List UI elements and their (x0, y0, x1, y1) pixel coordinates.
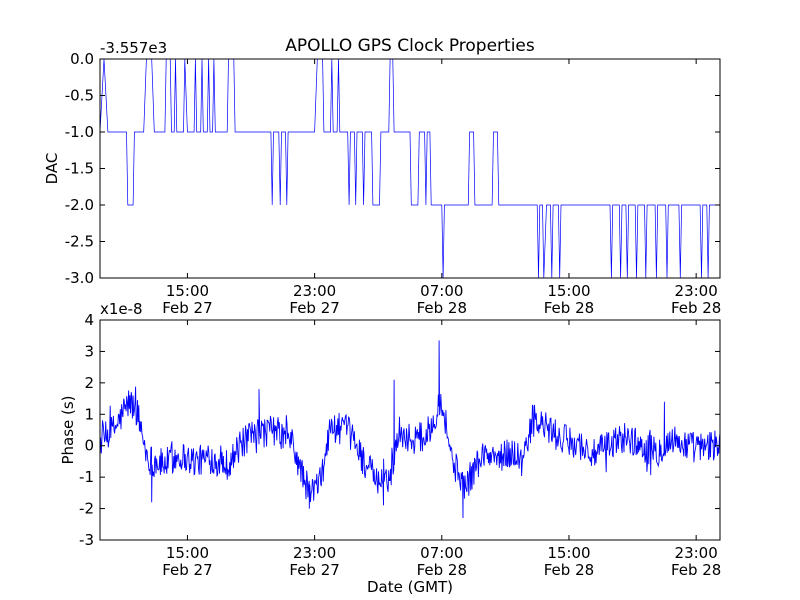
x-tick-date-label: Feb 28 (544, 561, 594, 579)
y-tick-label: -2.5 (65, 233, 94, 251)
y-tick-label: -1 (79, 468, 94, 486)
y-tick-label: 4 (84, 311, 94, 329)
x-tick-date-label: Feb 27 (289, 299, 339, 317)
y-tick-label: -3 (79, 531, 94, 549)
y-tick-label: 1 (84, 405, 94, 423)
phase-series-line (100, 340, 720, 519)
y-axis-label: DAC (43, 153, 61, 185)
x-axis-label: Date (GMT) (367, 578, 453, 596)
x-tick-time-label: 23:00 (293, 544, 336, 562)
x-tick-time-label: 23:00 (675, 544, 718, 562)
y-tick-label: 2 (84, 374, 94, 392)
x-tick-date-label: Feb 28 (417, 299, 467, 317)
y-tick-label: 0.0 (70, 50, 94, 68)
y-tick-label: 0 (84, 437, 94, 455)
axes-frame (99, 319, 721, 541)
x-tick-date-label: Feb 27 (162, 561, 212, 579)
y-tick-label: -1.0 (65, 123, 94, 141)
y-tick-label: -2 (79, 500, 94, 518)
x-tick-time-label: 15:00 (166, 282, 209, 300)
x-tick-date-label: Feb 28 (417, 561, 467, 579)
y-tick-label: -2.0 (65, 196, 94, 214)
chart-title: APOLLO GPS Clock Properties (285, 36, 535, 56)
y-tick-label: -3.0 (65, 269, 94, 287)
y-tick-label: 3 (84, 342, 94, 360)
x-tick-date-label: Feb 28 (544, 299, 594, 317)
axis-offset-label: x1e-8 (100, 300, 143, 318)
x-tick-time-label: 15:00 (166, 544, 209, 562)
x-tick-date-label: Feb 27 (289, 561, 339, 579)
x-tick-time-label: 07:00 (420, 282, 463, 300)
x-tick-date-label: Feb 28 (671, 299, 721, 317)
dac-series-line (100, 59, 720, 278)
y-axis-label: Phase (s) (59, 395, 77, 464)
x-tick-time-label: 15:00 (547, 282, 590, 300)
x-tick-time-label: 23:00 (675, 282, 718, 300)
x-tick-time-label: 15:00 (547, 544, 590, 562)
x-tick-time-label: 07:00 (420, 544, 463, 562)
axis-offset-label: -3.557e3 (100, 39, 167, 57)
y-tick-label: -0.5 (65, 87, 94, 105)
y-tick-label: -1.5 (65, 160, 94, 178)
x-tick-time-label: 23:00 (293, 282, 336, 300)
x-tick-date-label: Feb 27 (162, 299, 212, 317)
x-tick-date-label: Feb 28 (671, 561, 721, 579)
